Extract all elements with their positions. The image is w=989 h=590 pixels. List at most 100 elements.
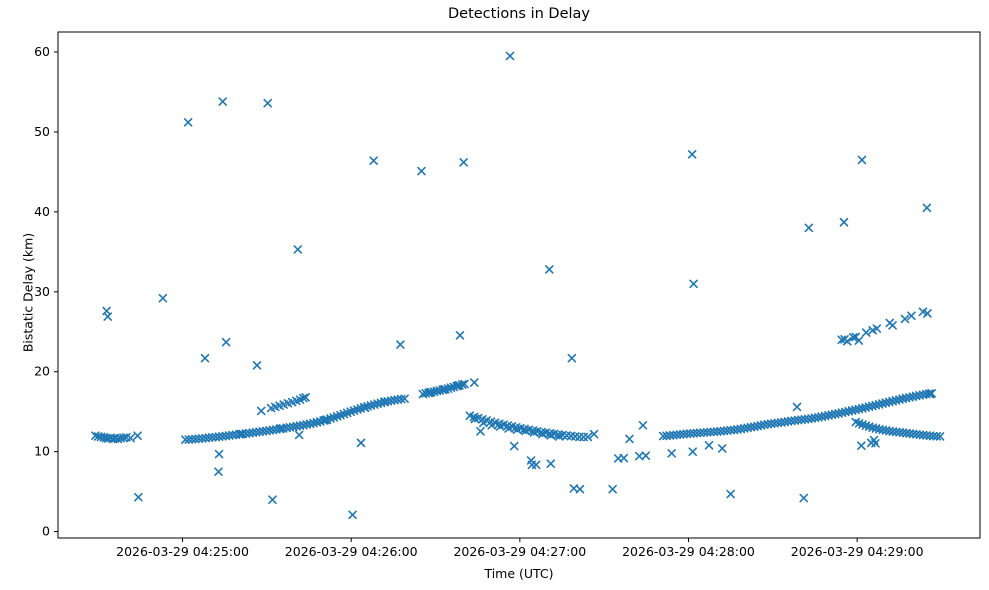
scatter-marker xyxy=(505,51,515,61)
scatter-marker xyxy=(369,156,378,165)
scatter-marker xyxy=(545,265,554,274)
scatter-marker xyxy=(134,492,143,502)
scatter-marker xyxy=(158,293,168,303)
scatter-marker xyxy=(495,422,505,431)
chart-title: Detections in Delay xyxy=(447,6,590,22)
scatter-marker xyxy=(848,333,858,342)
y-tick-label: 10 xyxy=(34,444,50,459)
scatter-marker xyxy=(479,418,488,428)
scatter-marker xyxy=(119,433,128,442)
scatter-marker xyxy=(356,438,366,448)
scatter-marker xyxy=(529,428,539,437)
scatter-marker xyxy=(218,97,228,106)
scatter-marker xyxy=(538,429,547,439)
scatter-marker xyxy=(868,325,877,335)
y-tick-label: 30 xyxy=(34,284,50,299)
scatter-marker xyxy=(214,467,223,476)
scatter-marker xyxy=(923,309,932,318)
scatter-marker xyxy=(425,388,435,397)
y-tick-label: 50 xyxy=(34,124,50,139)
scatter-marker xyxy=(932,432,942,441)
scatter-marker xyxy=(360,403,370,413)
scatter-marker xyxy=(268,495,277,504)
scatter-marker xyxy=(252,361,262,370)
y-tick-label: 60 xyxy=(34,44,50,59)
scatter-marker xyxy=(687,150,697,159)
scatter-marker xyxy=(625,434,634,444)
scatter-marker xyxy=(221,337,231,347)
scatter-marker xyxy=(236,429,246,439)
scatter-marker xyxy=(476,426,485,436)
x-axis-label: Time (UTC) xyxy=(484,566,554,581)
scatter-marker xyxy=(804,223,814,233)
scatter-marker xyxy=(103,312,113,321)
scatter-marker xyxy=(619,453,629,463)
scatter-marker xyxy=(512,425,522,434)
scatter-marker xyxy=(293,245,303,254)
scatter-marker xyxy=(546,430,556,440)
scatter-marker xyxy=(888,321,897,330)
scatter-marker xyxy=(509,441,519,451)
scatter-marker xyxy=(181,435,190,444)
scatter-marker xyxy=(608,484,617,494)
scatter-marker xyxy=(922,203,932,213)
scatter-marker xyxy=(641,451,651,460)
x-tick-label: 2026-03-29 04:25:00 xyxy=(116,544,249,559)
scatter-marker xyxy=(439,385,449,394)
scatter-marker xyxy=(126,433,135,443)
scatter-marker xyxy=(900,314,910,324)
scatter-marker xyxy=(470,414,480,424)
scatter-marker xyxy=(799,493,809,503)
scatter-marker xyxy=(276,424,286,433)
scatter-marker xyxy=(453,381,463,391)
scatter-marker xyxy=(872,324,882,333)
x-tick-label: 2026-03-29 04:26:00 xyxy=(285,544,418,559)
scatter-marker xyxy=(521,426,530,436)
scatter-marker xyxy=(567,353,577,363)
scatter-marker xyxy=(546,459,556,468)
scatter-marker xyxy=(857,441,866,450)
scatter-marker xyxy=(688,447,698,456)
scatter-marker xyxy=(854,336,864,345)
scatter-marker xyxy=(689,279,698,289)
scatter-marker xyxy=(843,337,852,346)
y-tick-label: 0 xyxy=(42,524,50,539)
scatter-marker xyxy=(792,402,802,412)
scatter-marker xyxy=(214,449,224,459)
scatter-marker xyxy=(133,431,142,440)
scatter-marker xyxy=(907,311,916,321)
scatter-marker xyxy=(455,331,465,340)
scatter-marker xyxy=(400,394,409,403)
x-tick-label: 2026-03-29 04:28:00 xyxy=(622,544,755,559)
scatter-marker xyxy=(575,484,585,494)
scatter-marker xyxy=(839,217,849,227)
y-axis-label: Bistatic Delay (km) xyxy=(20,232,36,353)
scatter-marker xyxy=(667,448,676,458)
scatter-marker xyxy=(717,444,727,453)
scatter-marker xyxy=(918,307,928,317)
scatter-marker xyxy=(348,510,357,520)
scatter-marker xyxy=(301,393,310,402)
scatter-marker xyxy=(589,429,599,439)
scatter-marker xyxy=(554,432,564,441)
scatter-marker xyxy=(380,397,390,407)
x-tick-label: 2026-03-29 04:29:00 xyxy=(791,544,924,559)
scatter-marker xyxy=(704,440,714,450)
scatter-marker xyxy=(861,328,871,337)
x-tick-label: 2026-03-29 04:27:00 xyxy=(453,544,586,559)
scatter-marker xyxy=(183,118,193,127)
axes-frame xyxy=(57,31,981,539)
scatter-marker xyxy=(417,166,426,176)
scatter-marker xyxy=(396,340,405,349)
scatter-marker xyxy=(263,98,272,108)
scatter-marker xyxy=(635,451,644,461)
scatter-marker xyxy=(869,435,879,445)
scatter-marker xyxy=(638,420,648,430)
scatter-marker xyxy=(299,393,308,403)
scatter-marker xyxy=(531,460,541,470)
y-tick-label: 40 xyxy=(34,204,50,219)
scatter-marker xyxy=(925,389,935,399)
scatter-marker xyxy=(321,415,330,425)
